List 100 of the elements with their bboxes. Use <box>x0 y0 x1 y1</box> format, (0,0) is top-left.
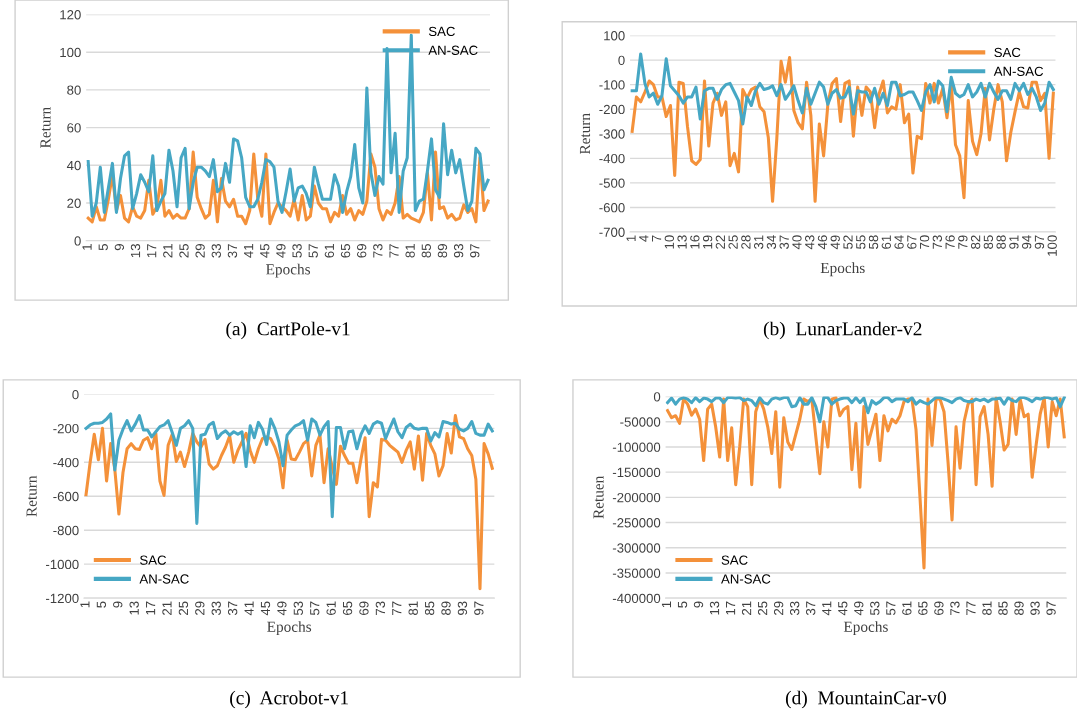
x-tick-label: 88 <box>996 235 1006 249</box>
y-tick-label: 0 <box>72 389 79 400</box>
legend-label: SAC <box>994 47 1021 58</box>
x-tick-label: 73 <box>375 601 386 615</box>
x-tick-label: 5 <box>677 601 688 608</box>
x-tick-label: 5 <box>96 601 107 608</box>
x-tick-label: 91 <box>1009 235 1019 249</box>
y-tick-label: -400 <box>53 457 79 468</box>
line-series <box>84 412 494 525</box>
y-axis-title: Return <box>579 113 591 155</box>
x-tick-label: 21 <box>741 601 752 615</box>
x-tick-label: 65 <box>340 244 351 258</box>
x-tick-label: 97 <box>1046 601 1056 615</box>
x-tick-label: 70 <box>919 235 930 249</box>
x-tick-label: 45 <box>838 601 848 616</box>
x-tick-label: 25 <box>178 601 189 615</box>
x-tick-label: 21 <box>163 244 173 258</box>
x-tick-label: 37 <box>227 244 238 258</box>
x-axis-title: Epochs <box>267 621 312 635</box>
y-tick-label: 60 <box>67 123 81 133</box>
x-tick-label: 13 <box>129 601 139 615</box>
y-tick-label: -100 <box>599 80 625 90</box>
legend-label: AN-SAC <box>721 574 771 584</box>
x-tick-label: 65 <box>342 601 353 615</box>
x-tick-label: 53 <box>293 601 303 616</box>
x-tick-label: 28 <box>741 235 751 249</box>
y-tick-label: 0 <box>74 236 81 246</box>
x-tick-label: 17 <box>147 244 157 258</box>
x-axis-title: Epochs <box>843 621 888 635</box>
y-tick-label: -250000 <box>612 518 661 528</box>
x-tick-label: 89 <box>437 244 448 258</box>
x-tick-label: 33 <box>211 244 221 258</box>
x-tick-label: 1 <box>80 601 90 608</box>
x-tick-label: 45 <box>260 244 270 258</box>
x-tick-label: 97 <box>1034 235 1045 249</box>
x-tick-label: 67 <box>907 235 917 249</box>
y-tick-label: -400 <box>599 153 625 164</box>
x-tick-label: 19 <box>702 235 713 249</box>
x-tick-label: 5 <box>98 244 108 251</box>
x-tick-label: 100 <box>1047 235 1057 256</box>
y-tick-label: 120 <box>60 10 81 20</box>
x-tick-label: 34 <box>766 235 777 249</box>
x-tick-label: 22 <box>715 235 725 249</box>
y-tick-label: 0 <box>653 392 661 402</box>
x-tick-label: 40 <box>792 235 802 250</box>
line-series <box>84 414 494 591</box>
y-tick-label: -350000 <box>612 568 661 578</box>
x-tick-label: 53 <box>870 601 880 616</box>
x-tick-label: 53 <box>292 244 302 258</box>
x-tick-label: 64 <box>894 235 904 249</box>
x-tick-label: 69 <box>934 601 944 615</box>
text: (a) CartPole-v1 <box>226 321 350 340</box>
x-tick-label: 65 <box>918 601 928 615</box>
x-tick-label: 97 <box>474 601 484 615</box>
x-tick-label: 33 <box>789 601 800 616</box>
x-tick-label: 29 <box>195 244 205 258</box>
x-tick-label: 49 <box>830 235 840 250</box>
x-tick-label: 4 <box>639 235 649 242</box>
x-tick-label: 79 <box>958 235 968 249</box>
x-tick-label: 73 <box>373 244 383 258</box>
x-tick-label: 1 <box>82 244 92 250</box>
text: (b) LunarLander-v2 <box>763 321 922 340</box>
y-tick-label: -200 <box>53 423 79 434</box>
y-tick-label: 80 <box>67 85 81 95</box>
x-axis-title: Epochs <box>266 263 311 278</box>
x-tick-label: 61 <box>326 601 336 615</box>
x-tick-label: 21 <box>162 601 172 615</box>
x-tick-label: 13 <box>709 601 720 615</box>
y-axis-title: Return <box>40 107 51 148</box>
x-tick-label: 31 <box>754 235 764 249</box>
x-tick-label: 73 <box>950 601 960 615</box>
x-tick-label: 93 <box>1030 601 1040 615</box>
y-tick-label: -700 <box>599 227 625 237</box>
x-tick-label: 37 <box>806 601 816 616</box>
y-tick-label: -300000 <box>612 543 661 553</box>
x-tick-label: 49 <box>277 601 287 616</box>
legend-label: AN-SAC <box>139 574 189 584</box>
legend-label: SAC <box>428 26 455 37</box>
y-tick-label: 40 <box>66 160 81 171</box>
x-tick-label: 10 <box>664 235 674 249</box>
x-tick-label: 55 <box>856 235 866 249</box>
x-tick-label: 1 <box>626 235 636 242</box>
x-tick-label: 9 <box>693 601 704 608</box>
x-axis-title: Epochs <box>820 262 865 277</box>
y-tick-label: 100 <box>60 47 81 58</box>
y-tick-label: -600 <box>53 491 79 502</box>
y-axis-title: Retuen <box>593 475 604 519</box>
x-tick-label: 69 <box>357 244 367 258</box>
x-tick-label: 61 <box>881 235 891 249</box>
y-tick-label: 20 <box>67 198 81 208</box>
x-tick-label: 58 <box>868 235 879 249</box>
x-tick-label: 49 <box>854 601 864 616</box>
x-tick-label: 25 <box>179 244 189 258</box>
x-tick-label: 93 <box>457 601 468 615</box>
x-tick-label: 1 <box>661 601 671 608</box>
x-tick-label: 57 <box>886 601 896 616</box>
y-tick-label: -600 <box>599 203 625 213</box>
x-tick-label: 94 <box>1022 235 1032 249</box>
x-tick-label: 25 <box>728 235 738 249</box>
y-tick-label: -500 <box>599 178 625 188</box>
